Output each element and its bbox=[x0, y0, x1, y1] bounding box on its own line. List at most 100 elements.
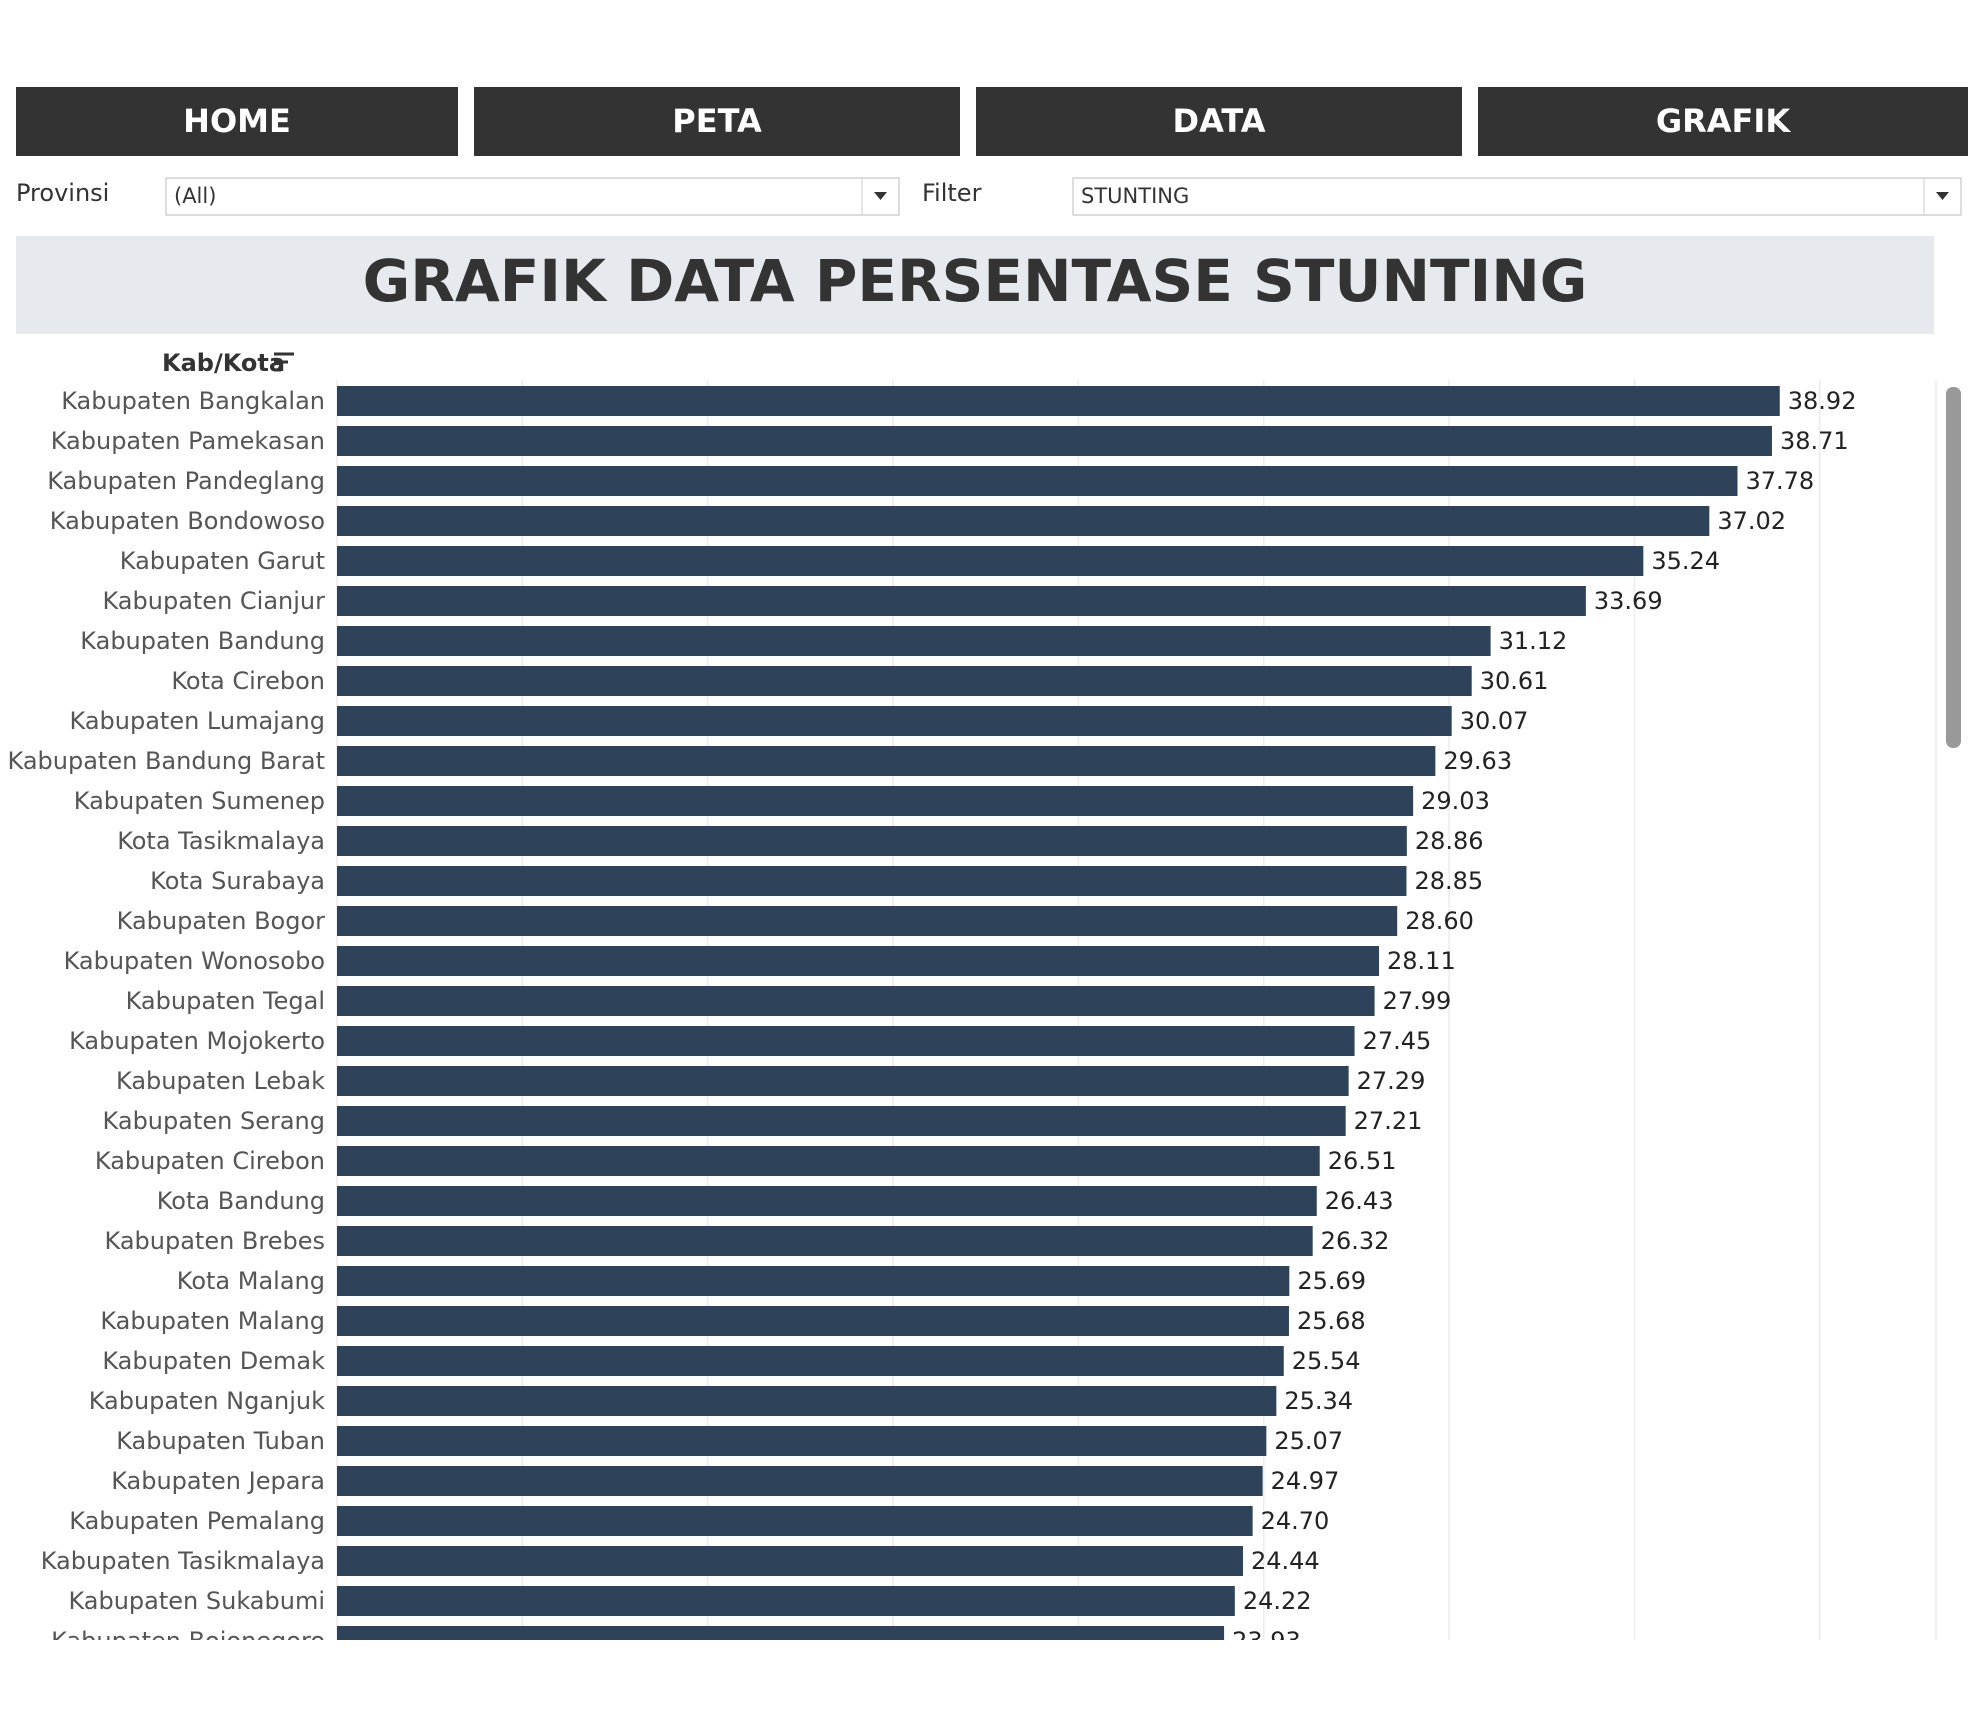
value-label: 25.34 bbox=[1284, 1387, 1353, 1415]
category-label: Kota Surabaya bbox=[150, 867, 325, 895]
filter-label: Filter bbox=[922, 179, 982, 207]
bar bbox=[337, 506, 1710, 536]
dropdown[interactable] bbox=[1072, 177, 1962, 216]
bar bbox=[337, 1306, 1289, 1336]
category-label: Kabupaten Sukabumi bbox=[68, 1587, 325, 1615]
nav-label[interactable]: HOME bbox=[183, 102, 291, 140]
dropdown-value[interactable]: STUNTING bbox=[1081, 184, 1189, 208]
bar bbox=[337, 546, 1644, 576]
bar bbox=[337, 1106, 1346, 1136]
sort-icon bbox=[274, 352, 294, 372]
chart: Kabupaten Bangkalan 38.92 Kabupaten Pameka… bbox=[8, 380, 1857, 1655]
category-label: Kabupaten Lumajang bbox=[70, 707, 326, 735]
bar bbox=[337, 986, 1375, 1016]
value-label: 38.71 bbox=[1780, 427, 1849, 455]
value-label: 26.51 bbox=[1328, 1147, 1397, 1175]
chart-title: GRAFIK DATA PERSENTASE STUNTING bbox=[363, 247, 1588, 315]
category-label: Kabupaten Bandung bbox=[80, 627, 325, 655]
category-label: Kabupaten Tasikmalaya bbox=[41, 1547, 325, 1575]
category-label: Kabupaten Wonosobo bbox=[64, 947, 325, 975]
category-label: Kota Tasikmalaya bbox=[117, 827, 325, 855]
category-label: Kabupaten Malang bbox=[100, 1307, 325, 1335]
bar bbox=[337, 666, 1472, 696]
value-label: 27.21 bbox=[1354, 1107, 1423, 1135]
bar bbox=[337, 1386, 1277, 1416]
value-label: 28.85 bbox=[1414, 867, 1483, 895]
nav-button[interactable] bbox=[1478, 87, 1968, 156]
category-label: Kota Malang bbox=[177, 1267, 325, 1295]
bar bbox=[337, 1466, 1263, 1496]
bar bbox=[337, 1506, 1253, 1536]
category-label: Kota Bandung bbox=[157, 1187, 325, 1215]
value-label: 25.69 bbox=[1297, 1267, 1366, 1295]
category-label: Kabupaten Pandeglang bbox=[47, 467, 325, 495]
category-label: Kabupaten Mojokerto bbox=[69, 1027, 325, 1055]
bar bbox=[337, 386, 1780, 416]
category-label: Kabupaten Bandung Barat bbox=[8, 747, 325, 775]
value-label: 38.92 bbox=[1788, 387, 1857, 415]
category-label: Kabupaten Bondowoso bbox=[50, 507, 325, 535]
nav-button[interactable] bbox=[474, 87, 960, 156]
value-label: 27.99 bbox=[1383, 987, 1452, 1015]
value-label: 24.97 bbox=[1271, 1467, 1340, 1495]
value-label: 30.07 bbox=[1460, 707, 1529, 735]
value-label: 27.29 bbox=[1357, 1067, 1426, 1095]
value-label: 33.69 bbox=[1594, 587, 1663, 615]
category-label: Kabupaten Bogor bbox=[117, 907, 325, 935]
value-label: 37.78 bbox=[1745, 467, 1814, 495]
value-label: 28.11 bbox=[1387, 947, 1456, 975]
scrollbar[interactable] bbox=[1946, 387, 1961, 748]
bar bbox=[337, 586, 1586, 616]
value-label: 25.54 bbox=[1292, 1347, 1361, 1375]
value-label: 37.02 bbox=[1717, 507, 1786, 535]
category-label: Kabupaten Pamekasan bbox=[51, 427, 325, 455]
value-label: 29.63 bbox=[1443, 747, 1512, 775]
category-label: Kabupaten Tuban bbox=[116, 1427, 325, 1455]
nav-label[interactable]: GRAFIK bbox=[1656, 102, 1791, 140]
nav-label[interactable]: PETA bbox=[672, 102, 762, 140]
category-label: Kabupaten Sumenep bbox=[74, 787, 325, 815]
dropdown-arrow[interactable] bbox=[874, 192, 887, 200]
bar bbox=[337, 906, 1398, 936]
dropdown[interactable] bbox=[165, 177, 900, 216]
value-label: 30.61 bbox=[1480, 667, 1549, 695]
bar bbox=[337, 1186, 1317, 1216]
value-label: 23.93 bbox=[1232, 1627, 1301, 1655]
bar bbox=[337, 1586, 1235, 1616]
nav-button[interactable] bbox=[976, 87, 1462, 156]
category-label: Kabupaten Lebak bbox=[116, 1067, 325, 1095]
value-label: 26.32 bbox=[1321, 1227, 1390, 1255]
nav-button[interactable] bbox=[16, 87, 458, 156]
category-header: Kab/Kota bbox=[162, 349, 285, 377]
bar bbox=[337, 1546, 1243, 1576]
bar bbox=[337, 1066, 1349, 1096]
category-label: Kabupaten Demak bbox=[102, 1347, 325, 1375]
bar bbox=[337, 1226, 1313, 1256]
value-label: 31.12 bbox=[1499, 627, 1568, 655]
bar bbox=[337, 706, 1452, 736]
value-label: 27.45 bbox=[1363, 1027, 1432, 1055]
title-box bbox=[16, 236, 1934, 334]
dropdown-value[interactable]: (All) bbox=[174, 184, 216, 208]
category-label: Kota Cirebon bbox=[171, 667, 325, 695]
value-label: 25.07 bbox=[1274, 1427, 1343, 1455]
bar bbox=[337, 1026, 1355, 1056]
category-label: Kabupaten Cianjur bbox=[102, 587, 325, 615]
category-label: Kabupaten Nganjuk bbox=[89, 1387, 325, 1415]
dropdown-arrow[interactable] bbox=[1936, 192, 1949, 200]
nav-label[interactable]: DATA bbox=[1173, 102, 1266, 140]
category-label: Kabupaten Brebes bbox=[105, 1227, 326, 1255]
category-label: Kabupaten Tegal bbox=[126, 987, 325, 1015]
bar bbox=[337, 1146, 1320, 1176]
bar bbox=[337, 466, 1738, 496]
category-label: Kabupaten Bangkalan bbox=[61, 387, 325, 415]
value-label: 29.03 bbox=[1421, 787, 1490, 815]
bar bbox=[337, 1346, 1284, 1376]
filter-label: Provinsi bbox=[16, 179, 109, 207]
category-label: Kabupaten Serang bbox=[103, 1107, 325, 1135]
value-label: 28.86 bbox=[1415, 827, 1484, 855]
bar bbox=[337, 1266, 1290, 1296]
value-label: 24.44 bbox=[1251, 1547, 1320, 1575]
